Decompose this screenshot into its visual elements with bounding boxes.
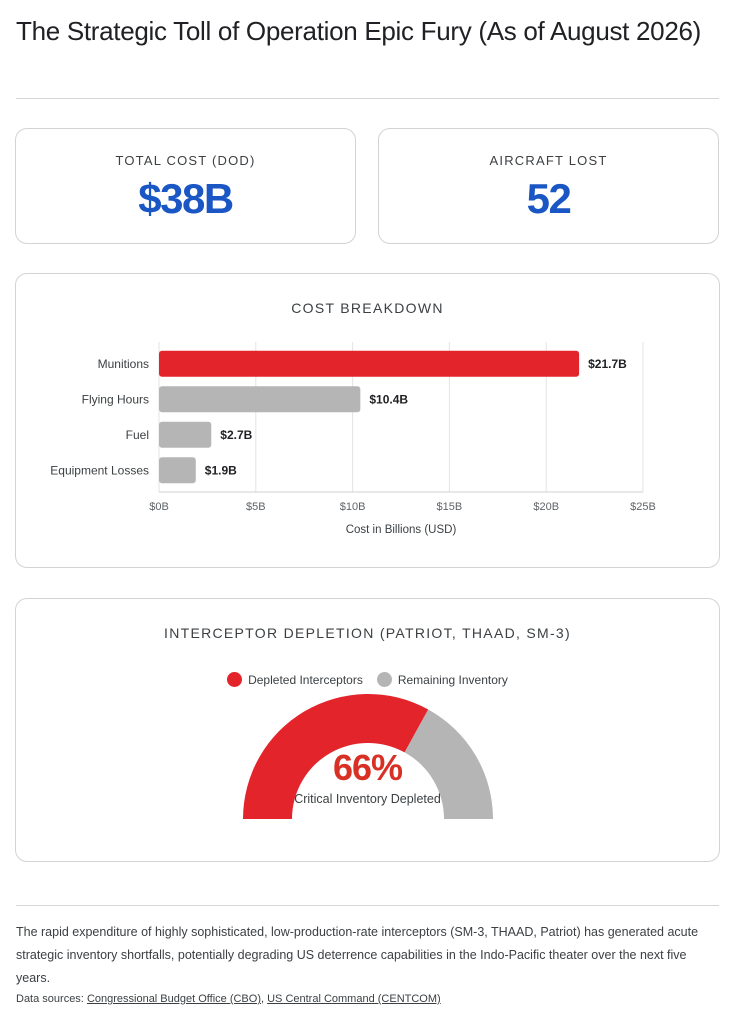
legend-swatch-depleted: [227, 672, 243, 687]
title-divider: [16, 98, 719, 99]
legend-item-remaining[interactable]: Remaining Inventory: [376, 672, 508, 687]
footer-divider: [16, 905, 719, 906]
bar-value-label: $1.9B: [205, 463, 237, 477]
gauge-legend: Depleted Interceptors Remaining Inventor…: [16, 672, 719, 687]
gauge-segment-depleted-interceptors[interactable]: [243, 694, 429, 819]
bar-fuel[interactable]: [159, 421, 212, 448]
x-tick-label: $5B: [246, 501, 266, 513]
category-label: Munitions: [98, 357, 149, 371]
data-sources: Data sources: Congressional Budget Offic…: [16, 993, 441, 1005]
kpi-label-total-cost: TOTAL COST (DOD): [115, 153, 256, 168]
x-tick-label: $15B: [437, 501, 463, 513]
legend-label-remaining: Remaining Inventory: [397, 672, 508, 687]
gauge-segment-remaining-inventory[interactable]: [404, 709, 493, 819]
category-label: Equipment Losses: [50, 463, 149, 477]
x-axis-title: Cost in Billions (USD): [346, 524, 457, 536]
cost-breakdown-chart: $0B $5B $10B $15B $20B $25B Munitions $21.7B Fly…: [50, 342, 656, 536]
x-tick-label: $20B: [533, 501, 559, 513]
x-tick-label: $0B: [149, 501, 169, 513]
legend-item-depleted[interactable]: Depleted Interceptors: [227, 672, 363, 687]
kpi-label-aircraft-lost: AIRCRAFT LOST: [489, 153, 608, 168]
kpi-value-aircraft-lost: 52: [526, 175, 572, 222]
bar-value-label: $2.7B: [220, 428, 252, 442]
legend-swatch-remaining: [376, 672, 392, 687]
bar-equipment-losses[interactable]: [159, 457, 196, 484]
source-link-centcom[interactable]: US Central Command (CENTCOM): [267, 993, 441, 1005]
kpi-card-aircraft-lost: AIRCRAFT LOST 52: [378, 128, 719, 244]
kpi-card-total-cost: TOTAL COST (DOD) $38B: [15, 128, 356, 244]
bar-flying-hours[interactable]: [159, 386, 361, 413]
x-tick-label: $25B: [630, 501, 656, 513]
page-title: The Strategic Toll of Operation Epic Fur…: [16, 16, 702, 46]
x-tick-label: $10B: [340, 501, 366, 513]
interceptor-gauge: [243, 694, 493, 819]
source-link-cbo[interactable]: Congressional Budget Office (CBO): [86, 993, 261, 1005]
legend-label-depleted: Depleted Interceptors: [248, 672, 363, 687]
kpi-value-total-cost: $38B: [138, 175, 234, 222]
bar-value-label: $10.4B: [369, 392, 408, 406]
bar-munitions[interactable]: [159, 350, 580, 377]
category-label: Flying Hours: [82, 392, 149, 406]
interceptor-depletion-card: INTERCEPTOR DEPLETION (PATRIOT, THAAD, S…: [15, 598, 720, 862]
gauge-center-value: 66%: [332, 747, 403, 788]
bar-value-label: $21.7B: [588, 357, 627, 371]
sources-prefix: Data sources:: [16, 993, 84, 1005]
interceptor-depletion-title: INTERCEPTOR DEPLETION (PATRIOT, THAAD, S…: [164, 625, 571, 641]
cost-breakdown-title: COST BREAKDOWN: [291, 300, 444, 316]
gauge-center-caption: Critical Inventory Depleted: [294, 792, 441, 806]
footnote-text: The rapid expenditure of highly sophisti…: [16, 925, 699, 985]
cost-breakdown-card: COST BREAKDOWN $0B $5B $10B $15B $20B $25B Mun…: [15, 273, 720, 568]
category-label: Fuel: [126, 428, 149, 442]
sources-separator: ,: [260, 993, 265, 1005]
